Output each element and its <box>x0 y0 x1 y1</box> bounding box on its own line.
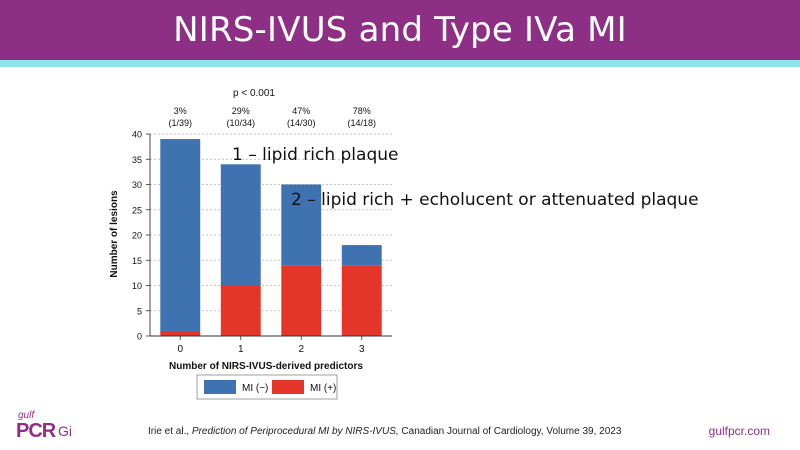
count-label: (14/30) <box>287 118 316 128</box>
annotation-lipid-echolucent: 2 – lipid rich + echolucent or attenuate… <box>291 190 699 210</box>
y-tick-label: 30 <box>132 180 142 190</box>
logo-sub-text: Gi <box>58 423 72 439</box>
bar-mi-pos-3 <box>341 265 382 336</box>
bar-mi-pos-0 <box>160 330 201 336</box>
bar-mi-pos-1 <box>220 285 261 336</box>
p-value-label: p < 0.001 <box>233 88 275 99</box>
slide-title: NIRS-IVUS and Type IVa MI <box>173 10 627 50</box>
count-label: (1/39) <box>168 118 192 128</box>
y-tick-label: 40 <box>132 130 142 140</box>
logo-small-text: gulf <box>18 410 35 421</box>
percent-label: 47% <box>292 106 310 116</box>
percent-label: 78% <box>353 106 371 116</box>
legend-label-mi-pos: MI (+) <box>310 383 336 394</box>
title-stripe <box>0 60 800 67</box>
y-tick-label: 35 <box>132 155 142 165</box>
logo-main-text: PCR <box>16 420 56 442</box>
bar-mi-neg-3 <box>341 245 382 266</box>
annotation-lipid-rich: 1 – lipid rich plaque <box>232 145 399 165</box>
legend-swatch-mi-neg <box>204 380 236 394</box>
y-tick-label: 5 <box>137 306 142 316</box>
count-label: (10/34) <box>226 118 255 128</box>
percent-label: 3% <box>174 106 187 116</box>
x-tick-label: 3 <box>359 344 365 355</box>
x-tick-label: 0 <box>177 344 183 355</box>
chart: p < 0.001 3% (1/39) 29% (10/34) 47% (14/30) 78… <box>100 80 400 410</box>
x-axis-label: Number of NIRS-IVUS-derived predictors <box>169 361 363 372</box>
citation: Irie et al., Prediction of Periprocedura… <box>148 426 621 437</box>
bar-mi-pos-2 <box>281 265 322 336</box>
y-tick-label: 20 <box>132 231 142 241</box>
legend-swatch-mi-pos <box>272 380 304 394</box>
y-tick-label: 0 <box>137 332 142 342</box>
bar-mi-neg-0 <box>160 139 201 331</box>
legend-label-mi-neg: MI (−) <box>242 383 268 394</box>
y-tick-label: 25 <box>132 205 142 215</box>
y-tick-label: 15 <box>132 256 142 266</box>
citation-journal: Canadian Journal of Cardiology, Volume 3… <box>398 426 622 437</box>
citation-title: Prediction of Periprocedural MI by NIRS-… <box>191 426 399 437</box>
count-label: (14/18) <box>347 118 376 128</box>
x-tick-label: 1 <box>238 344 244 355</box>
legend: MI (−) MI (+) <box>196 374 338 400</box>
footer-url-link[interactable]: gulfpcr.com <box>708 424 770 438</box>
x-tick-label: 2 <box>298 344 304 355</box>
percent-label: 29% <box>232 106 250 116</box>
y-tick-label: 10 <box>132 281 142 291</box>
citation-authors: Irie et al., <box>148 426 192 437</box>
chart-svg: p < 0.001 3% (1/39) 29% (10/34) 47% (14/30) 78… <box>109 88 392 400</box>
bar-mi-neg-1 <box>220 164 261 286</box>
bar-mi-neg-2 <box>281 184 322 266</box>
y-axis-label: Number of lesions <box>109 190 120 278</box>
title-bar: NIRS-IVUS and Type IVa MI <box>0 0 800 60</box>
gulfpcr-logo: gulf PCR Gi <box>14 410 84 444</box>
